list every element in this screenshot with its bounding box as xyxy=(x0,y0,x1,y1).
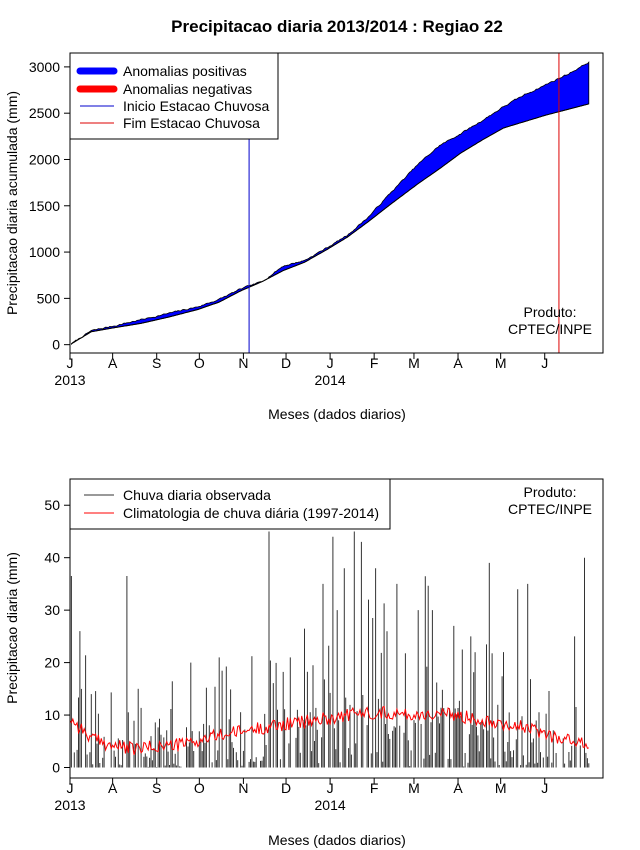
x-tick-label: A xyxy=(453,780,463,796)
y-tick-label: 3000 xyxy=(29,59,60,75)
x-tick-label: J xyxy=(67,780,74,796)
legend-label-negative: Anomalias negativas xyxy=(123,81,252,97)
x-tick-label: J xyxy=(541,355,548,371)
x-tick-label: A xyxy=(108,780,118,796)
chart1-plot-box xyxy=(69,52,604,354)
x-tick-label: N xyxy=(238,780,248,796)
y-tick-label: 20 xyxy=(44,655,60,671)
chart1-legend: Anomalias positivas Anomalias negativas … xyxy=(69,52,279,140)
chart1-product-note: Produto: CPTEC/INPE xyxy=(508,304,592,337)
chart2-note-line1: Produto: xyxy=(524,484,577,500)
y-tick-label: 50 xyxy=(44,497,60,513)
x-tick-label: J xyxy=(327,355,334,371)
x-tick-label: M xyxy=(408,355,420,371)
x-tick-label: O xyxy=(194,355,205,371)
legend-label-season-start: Inicio Estacao Chuvosa xyxy=(123,98,270,114)
legend-label-season-end: Fim Estacao Chuvosa xyxy=(123,115,260,131)
chart2-observed-bars xyxy=(70,531,590,768)
chart1-note-line2: CPTEC/INPE xyxy=(508,321,592,337)
x-tick-label: N xyxy=(238,355,248,371)
chart-cumulative: Precipitacao diaria 2013/2014 : Regiao 2… xyxy=(4,17,604,422)
x-tick-label: M xyxy=(495,355,507,371)
y-tick-label: 0 xyxy=(52,760,60,776)
x-tick-label: F xyxy=(370,355,379,371)
chart1-legend-box xyxy=(69,52,279,140)
y-tick-label: 40 xyxy=(44,550,60,566)
x-tick-label: J xyxy=(327,780,334,796)
year-label: 2013 xyxy=(54,372,85,388)
x-tick-label: D xyxy=(281,780,291,796)
chart2-product-note: Produto: CPTEC/INPE xyxy=(508,484,592,517)
legend-label-positive: Anomalias positivas xyxy=(123,63,247,79)
chart1-y-label: Precipitacao diaria acumulada (mm) xyxy=(4,91,20,315)
y-tick-label: 1500 xyxy=(29,198,60,214)
x-tick-label: J xyxy=(67,355,74,371)
legend-label-climatology: Climatologia de chuva diária (1997-2014) xyxy=(123,505,379,521)
chart2-y-label: Precipitacao diaria (mm) xyxy=(4,552,20,704)
chart2-y-axis: 0 10 20 30 40 50 xyxy=(44,497,70,776)
chart1-note-line1: Produto: xyxy=(524,304,577,320)
chart1-anomaly-area xyxy=(71,61,590,345)
y-tick-label: 2000 xyxy=(29,151,60,167)
chart2-climatology xyxy=(69,705,589,756)
x-tick-label: A xyxy=(108,355,118,371)
chart2-note-line2: CPTEC/INPE xyxy=(508,501,592,517)
y-tick-label: 500 xyxy=(37,290,61,306)
x-tick-label: M xyxy=(495,780,507,796)
y-tick-label: 30 xyxy=(44,602,60,618)
chart1-x-label: Meses (dados diarios) xyxy=(268,406,406,422)
chart2-legend-box xyxy=(69,478,391,530)
x-tick-label: A xyxy=(453,355,463,371)
x-tick-label: S xyxy=(152,355,161,371)
climatology-cumulative-line xyxy=(71,103,589,345)
chart1-title: Precipitacao diaria 2013/2014 : Regiao 2… xyxy=(171,17,503,36)
x-tick-label: F xyxy=(370,780,379,796)
y-tick-label: 10 xyxy=(44,707,60,723)
x-tick-label: O xyxy=(194,780,205,796)
legend-label-observed: Chuva diaria observada xyxy=(123,487,271,503)
chart1-y-axis: 0 500 1000 1500 2000 2500 3000 xyxy=(29,59,70,353)
x-tick-label: S xyxy=(152,780,161,796)
year-label: 2013 xyxy=(54,797,85,813)
year-label: 2014 xyxy=(315,372,346,388)
chart1-season-lines xyxy=(248,53,560,353)
y-tick-label: 0 xyxy=(52,337,60,353)
chart2-legend: Chuva diaria observada Climatologia de c… xyxy=(69,478,391,530)
chart2-x-label: Meses (dados diarios) xyxy=(268,832,406,848)
x-tick-label: D xyxy=(281,355,291,371)
x-tick-label: M xyxy=(408,780,420,796)
y-tick-label: 1000 xyxy=(29,244,60,260)
climatology-daily-line xyxy=(69,705,589,756)
x-tick-label: J xyxy=(541,780,548,796)
year-label: 2014 xyxy=(315,797,346,813)
y-tick-label: 2500 xyxy=(29,105,60,121)
